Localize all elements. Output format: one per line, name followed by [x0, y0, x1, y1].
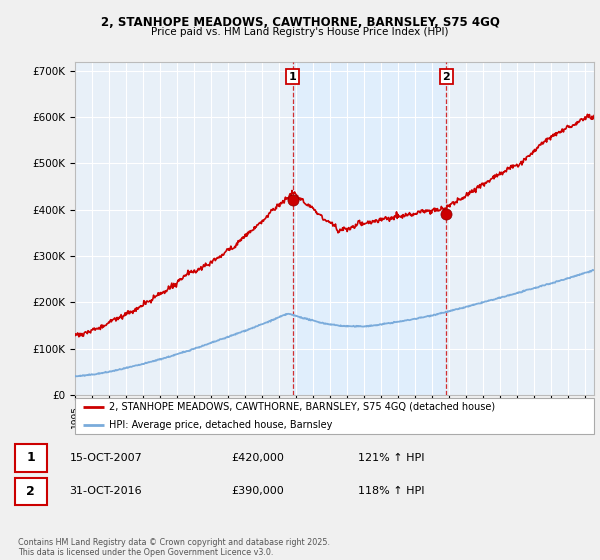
- Text: 2, STANHOPE MEADOWS, CAWTHORNE, BARNSLEY, S75 4GQ: 2, STANHOPE MEADOWS, CAWTHORNE, BARNSLEY…: [101, 16, 499, 29]
- Text: 31-OCT-2016: 31-OCT-2016: [70, 487, 142, 496]
- Text: HPI: Average price, detached house, Barnsley: HPI: Average price, detached house, Barn…: [109, 420, 332, 430]
- Text: Contains HM Land Registry data © Crown copyright and database right 2025.
This d: Contains HM Land Registry data © Crown c…: [18, 538, 330, 557]
- Text: 2: 2: [26, 485, 35, 498]
- Text: 118% ↑ HPI: 118% ↑ HPI: [358, 487, 424, 496]
- Text: 1: 1: [26, 451, 35, 464]
- Text: 15-OCT-2007: 15-OCT-2007: [70, 453, 142, 463]
- Text: 121% ↑ HPI: 121% ↑ HPI: [358, 453, 424, 463]
- Bar: [15, 444, 47, 472]
- Text: 1: 1: [289, 72, 296, 82]
- Text: £420,000: £420,000: [231, 453, 284, 463]
- Text: Price paid vs. HM Land Registry's House Price Index (HPI): Price paid vs. HM Land Registry's House …: [151, 27, 449, 37]
- Text: 2, STANHOPE MEADOWS, CAWTHORNE, BARNSLEY, S75 4GQ (detached house): 2, STANHOPE MEADOWS, CAWTHORNE, BARNSLEY…: [109, 402, 495, 412]
- Text: £390,000: £390,000: [231, 487, 284, 496]
- Bar: [293, 62, 446, 395]
- Text: 2: 2: [443, 72, 451, 82]
- Bar: [15, 478, 47, 505]
